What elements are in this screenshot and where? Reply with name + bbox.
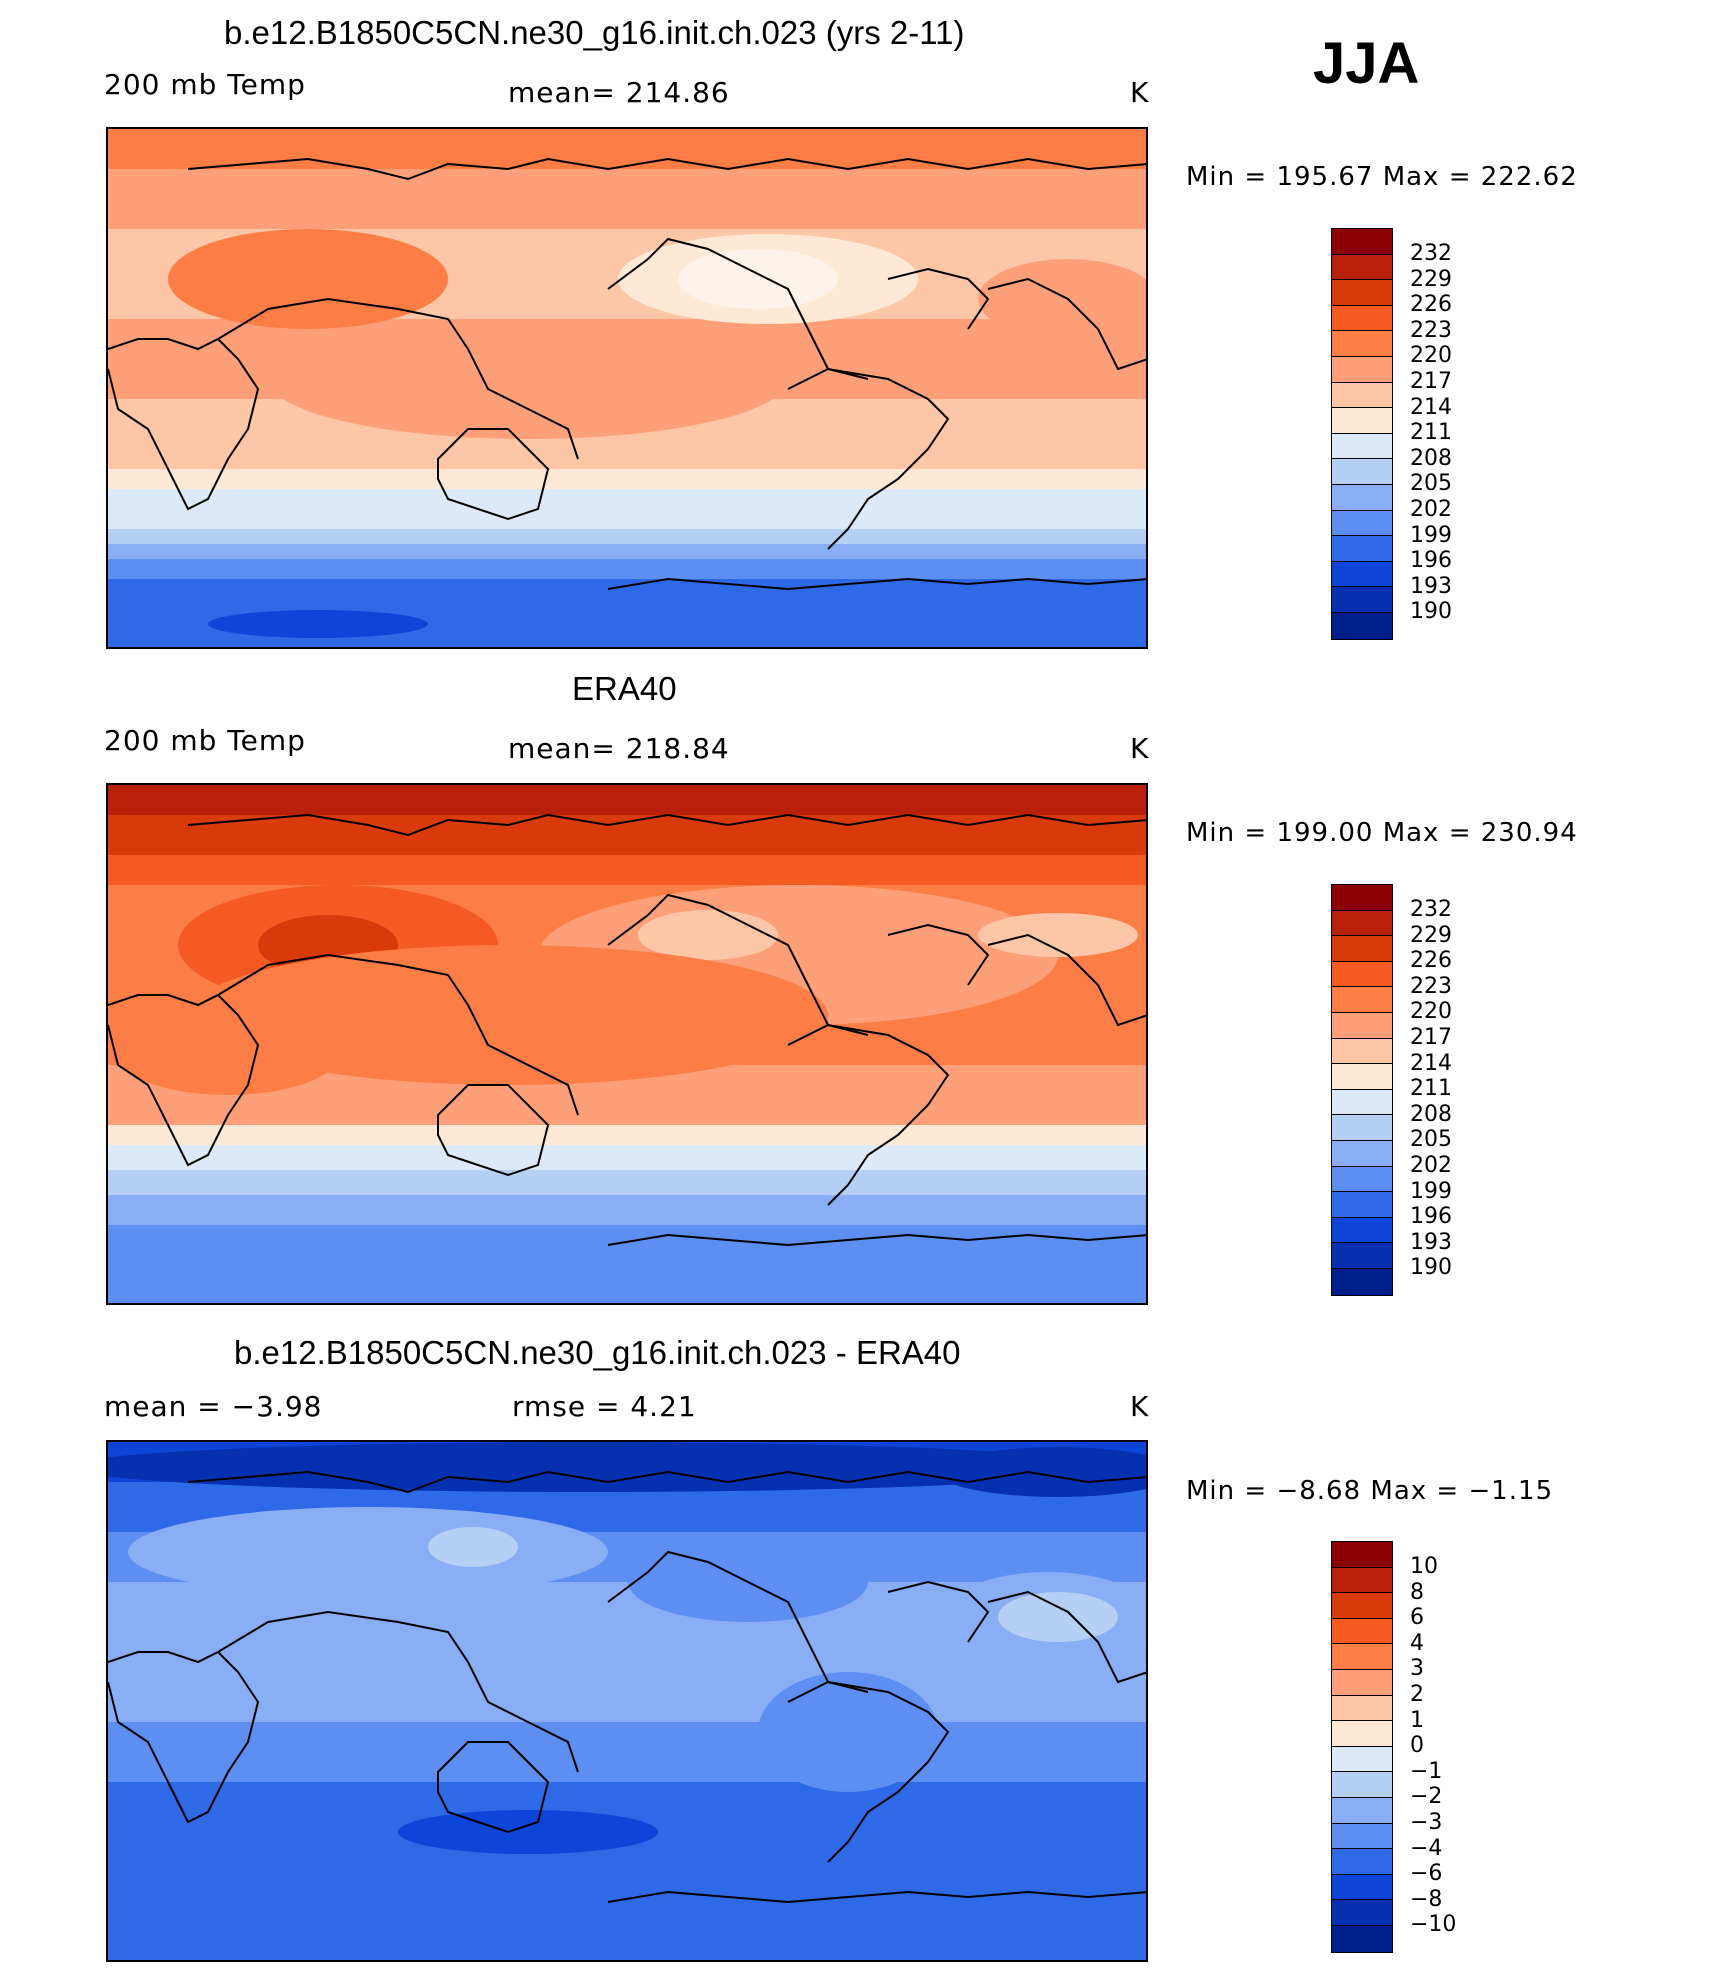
colorbar-tick-label: 193 [1410, 1229, 1452, 1255]
panel-3-rmse-label: rmse = 4.21 [512, 1390, 697, 1423]
colorbar-tick-label: 220 [1410, 343, 1452, 369]
colorbar-tick-label: −10 [1410, 1912, 1457, 1938]
colorbar-tick-label: 199 [1410, 1178, 1452, 1204]
colorbar-tick-label: 193 [1410, 573, 1452, 599]
colorbar-tick-label: 0 [1410, 1733, 1424, 1759]
colorbar-tick-label: 217 [1410, 369, 1452, 394]
colorbar-tick-label: 190 [1410, 1255, 1452, 1281]
colorbar-tick-label: −4 [1410, 1835, 1443, 1861]
colorbar-tick-label: 223 [1410, 973, 1452, 999]
colorbar-tick-label: 229 [1410, 266, 1452, 292]
panel-2-map [106, 783, 1148, 1305]
panel-2-units: K [1130, 732, 1150, 765]
panel-1-mean-label: mean= 214.86 [508, 76, 730, 109]
colorbar-tick-label: 190 [1410, 599, 1452, 625]
colorbar-tick-label: 229 [1410, 922, 1452, 948]
colorbar-tick-label: 10 [1410, 1554, 1438, 1579]
colorbar-tick-label: 226 [1410, 948, 1452, 974]
colorbar-tick-label: 202 [1410, 1153, 1452, 1178]
panel-1-units: K [1130, 76, 1150, 109]
panel-1-colorbar [1331, 228, 1393, 640]
colorbar-tick-label: −6 [1410, 1861, 1443, 1887]
panel-3-map [106, 1440, 1148, 1962]
panel-2-title: ERA40 [572, 670, 677, 707]
colorbar-tick-label: 232 [1410, 897, 1452, 922]
colorbar-tick-label: 220 [1410, 999, 1452, 1025]
colorbar-tick-label: 4 [1410, 1630, 1424, 1656]
panel-3-title: b.e12.B1850C5CN.ne30_g16.init.ch.023 - E… [234, 1334, 961, 1371]
colorbar-tick-label: −3 [1410, 1810, 1443, 1835]
colorbar-tick-label: −1 [1410, 1758, 1443, 1784]
colorbar-tick-label: 196 [1410, 1204, 1452, 1230]
colorbar-tick-label: 208 [1410, 445, 1452, 471]
colorbar-tick-label: 223 [1410, 317, 1452, 343]
colorbar-tick-label: 205 [1410, 1127, 1452, 1153]
colorbar-tick-label: 211 [1410, 420, 1452, 446]
panel-1-minmax: Min = 195.67 Max = 222.62 [1186, 162, 1578, 192]
colorbar-tick-label: 202 [1410, 497, 1452, 522]
panel-3-colorbar [1331, 1541, 1393, 1953]
colorbar-tick-label: 214 [1410, 1050, 1452, 1076]
panel-2-minmax: Min = 199.00 Max = 230.94 [1186, 818, 1578, 848]
colorbar-tick-label: 2 [1410, 1682, 1424, 1707]
panel-1-title: b.e12.B1850C5CN.ne30_g16.init.ch.023 (yr… [224, 14, 965, 51]
coastline-icon [108, 1470, 1146, 1904]
colorbar-tick-label: 214 [1410, 394, 1452, 420]
colorbar-tick-label: 6 [1410, 1605, 1424, 1631]
colorbar-tick-label: −8 [1410, 1886, 1443, 1912]
colorbar-tick-label: 208 [1410, 1101, 1452, 1127]
colorbar-tick-label: 8 [1410, 1579, 1424, 1605]
colorbar-tick-label: 226 [1410, 292, 1452, 318]
colorbar-tick-label: 3 [1410, 1656, 1424, 1682]
panel-2-mean-label: mean= 218.84 [508, 732, 730, 765]
panel-1-variable-label: 200 mb Temp [104, 68, 306, 101]
colorbar-tick-label: 199 [1410, 522, 1452, 548]
coastline-icon [108, 157, 1146, 591]
panel-1-map [106, 127, 1148, 649]
panel-2-variable-label: 200 mb Temp [104, 724, 306, 757]
coastline-icon [108, 813, 1146, 1247]
colorbar-tick-label: 211 [1410, 1076, 1452, 1102]
panel-2-colorbar [1331, 884, 1393, 1296]
colorbar-tick-label: 232 [1410, 241, 1452, 266]
colorbar-tick-label: 1 [1410, 1707, 1424, 1733]
panel-3-mean-label: mean = −3.98 [104, 1390, 323, 1423]
colorbar-tick-label: 196 [1410, 548, 1452, 574]
season-label: JJA [1313, 31, 1420, 96]
colorbar-tick-label: 217 [1410, 1025, 1452, 1050]
panel-3-units: K [1130, 1390, 1150, 1423]
colorbar-tick-label: −2 [1410, 1784, 1443, 1810]
colorbar-tick-label: 205 [1410, 471, 1452, 497]
panel-3-minmax: Min = −8.68 Max = −1.15 [1186, 1476, 1554, 1506]
